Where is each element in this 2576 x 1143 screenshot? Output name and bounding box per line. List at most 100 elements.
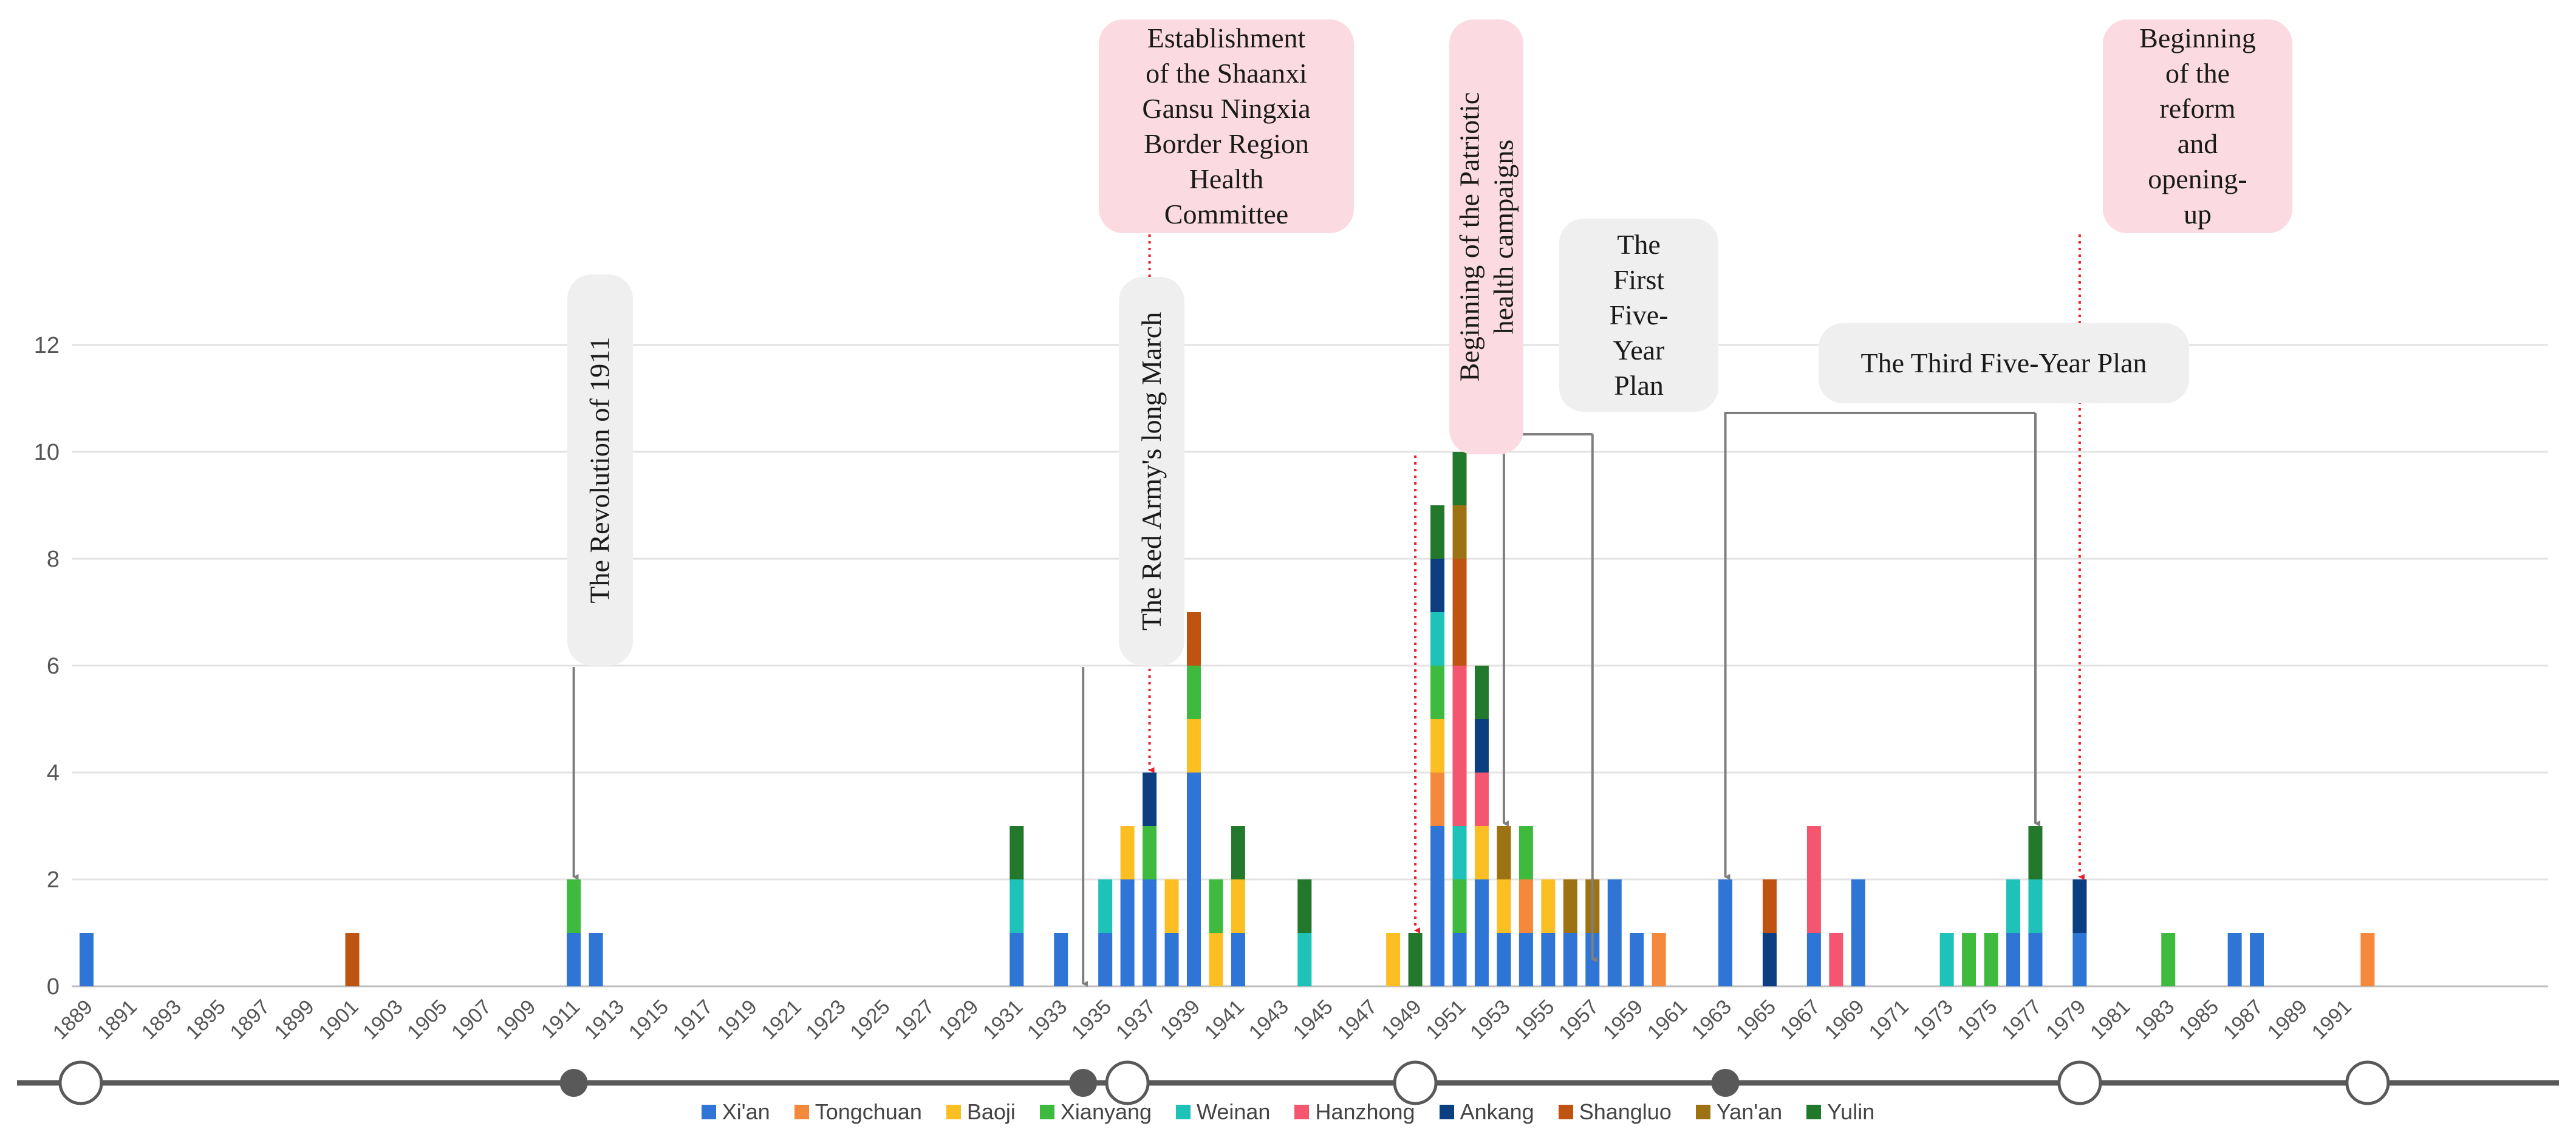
- legend-item: Ankang: [1439, 1099, 1534, 1125]
- bar-segment: [1231, 933, 1245, 986]
- x-tick-label: 1953: [1466, 995, 1514, 1044]
- x-tick-label: 1955: [1510, 995, 1559, 1044]
- bar-segment: [1010, 933, 1024, 986]
- annotation-line: The Third Five-Year Plan: [1860, 347, 2147, 378]
- legend-swatch: [1695, 1105, 1710, 1119]
- x-tick-label: 1925: [846, 995, 894, 1044]
- bar-segment: [1607, 879, 1622, 986]
- y-tick-label: 0: [47, 974, 60, 1000]
- annotation-line: Gansu Ningxia: [1142, 93, 1311, 124]
- bar-segment: [1474, 773, 1489, 826]
- x-tick-label: 1919: [713, 995, 762, 1044]
- x-tick-label: 1975: [1953, 995, 2001, 1044]
- bar-segment: [1297, 933, 1312, 986]
- y-tick-label: 10: [34, 440, 60, 465]
- legend-item: Xi'an: [701, 1099, 770, 1125]
- annotation-long-march: The Red Army's long March: [1119, 277, 1184, 666]
- bar-segment: [1984, 933, 1998, 986]
- x-tick-label: 1973: [1908, 995, 1957, 1044]
- x-tick-label: 1947: [1333, 995, 1381, 1044]
- x-tick-label: 1969: [1820, 995, 1869, 1044]
- annotation-line: and: [2177, 128, 2218, 159]
- bar-segment: [1497, 826, 1511, 879]
- bar-segment: [1054, 933, 1068, 986]
- annotation-line: health campaigns: [1488, 139, 1519, 335]
- bar-segment: [1430, 559, 1445, 612]
- bar-segment: [2161, 933, 2176, 986]
- bar-segment: [80, 933, 94, 986]
- bar-segment: [1143, 826, 1157, 879]
- bar-segment: [2028, 933, 2043, 986]
- annotation-line: Year: [1613, 335, 1665, 366]
- bar-segment: [1120, 879, 1135, 986]
- bar-segment: [1718, 879, 1733, 986]
- bar-segment: [1187, 719, 1201, 773]
- bar-segment: [1231, 879, 1245, 933]
- x-tick-label: 1957: [1554, 995, 1603, 1044]
- bar-segment: [1430, 719, 1445, 773]
- bar-segment: [1519, 826, 1533, 879]
- bar-segment: [1209, 879, 1223, 933]
- x-tick-label: 1907: [447, 995, 496, 1044]
- x-tick-label: 1923: [801, 995, 850, 1044]
- legend-item: Shangluo: [1558, 1099, 1672, 1125]
- x-tick-label: 1949: [1377, 995, 1426, 1044]
- bar-segment: [1474, 879, 1489, 986]
- x-tick-label: 1935: [1067, 995, 1116, 1044]
- annotation-patriotic-health: Beginning of the Patriotic health campai…: [1449, 19, 1523, 454]
- annotation-bracket: [1502, 433, 1593, 827]
- x-tick-label: 1985: [2175, 995, 2223, 1044]
- bar-segment: [1010, 826, 1024, 879]
- annotation-line: reform: [2159, 93, 2236, 124]
- bar-segment: [1474, 826, 1489, 879]
- x-tick-label: 1939: [1156, 995, 1204, 1044]
- bar-segment: [1806, 933, 1821, 986]
- x-tick-label: 1909: [491, 995, 540, 1044]
- bar-segment: [2072, 879, 2087, 933]
- x-tick-label: 1889: [49, 995, 97, 1044]
- bar-segment: [1962, 933, 1976, 986]
- legend-label: Yan'an: [1716, 1099, 1783, 1124]
- annotation-long-march-text: The Red Army's long March: [1136, 312, 1167, 631]
- legend-item: Tongchuan: [794, 1099, 922, 1125]
- x-tick-label: 1891: [93, 995, 142, 1044]
- legend-label: Ankang: [1460, 1099, 1534, 1124]
- legend-item: Baoji: [946, 1099, 1016, 1125]
- bar-segment: [1452, 879, 1467, 933]
- bar-segment: [1541, 933, 1556, 986]
- annotation-line: The: [1617, 229, 1661, 260]
- bar-segment: [1452, 505, 1467, 559]
- bar-segment: [1297, 879, 1312, 933]
- y-tick-label: 12: [34, 333, 60, 358]
- bar-segment: [567, 933, 581, 986]
- legend-item: Xianyang: [1039, 1099, 1152, 1125]
- annotation-line: of the Shaanxi: [1146, 58, 1307, 89]
- bar-segment: [1806, 826, 1821, 933]
- annotation-line: Five-: [1609, 299, 1669, 330]
- annotation-line: Establishment: [1147, 22, 1306, 53]
- annotation-line: Border Region: [1143, 128, 1310, 159]
- legend-swatch: [1558, 1105, 1573, 1119]
- timeline-milestone: [1393, 1060, 1438, 1105]
- x-tick-label: 1913: [580, 995, 629, 1044]
- annotation-line: of the: [2165, 58, 2230, 89]
- bar-segment: [1430, 505, 1445, 559]
- legend-swatch: [946, 1105, 961, 1119]
- legend: Xi'an Tongchuan Baoji Xianyang Weinan Hanzhon…: [0, 1099, 2576, 1125]
- annotation-line: First: [1613, 264, 1665, 295]
- annotation-patriotic-health-text: Beginning of the Patriotic health campai…: [1452, 92, 1520, 382]
- bar-segment: [1187, 612, 1201, 666]
- bar-segment: [589, 933, 603, 986]
- bar-segment: [1143, 879, 1157, 986]
- x-tick-label: 1895: [182, 995, 230, 1044]
- bar-segment: [1430, 773, 1445, 826]
- x-tick-label: 1931: [979, 995, 1027, 1044]
- bar-segment: [1452, 452, 1467, 505]
- bar-segment: [2028, 879, 2043, 933]
- x-tick-label: 1989: [2263, 995, 2312, 1044]
- annotation-line: Plan: [1614, 370, 1664, 401]
- y-tick-label: 2: [47, 867, 60, 893]
- x-tick-label: 1991: [2308, 995, 2356, 1044]
- timeline-dot: [1069, 1069, 1098, 1097]
